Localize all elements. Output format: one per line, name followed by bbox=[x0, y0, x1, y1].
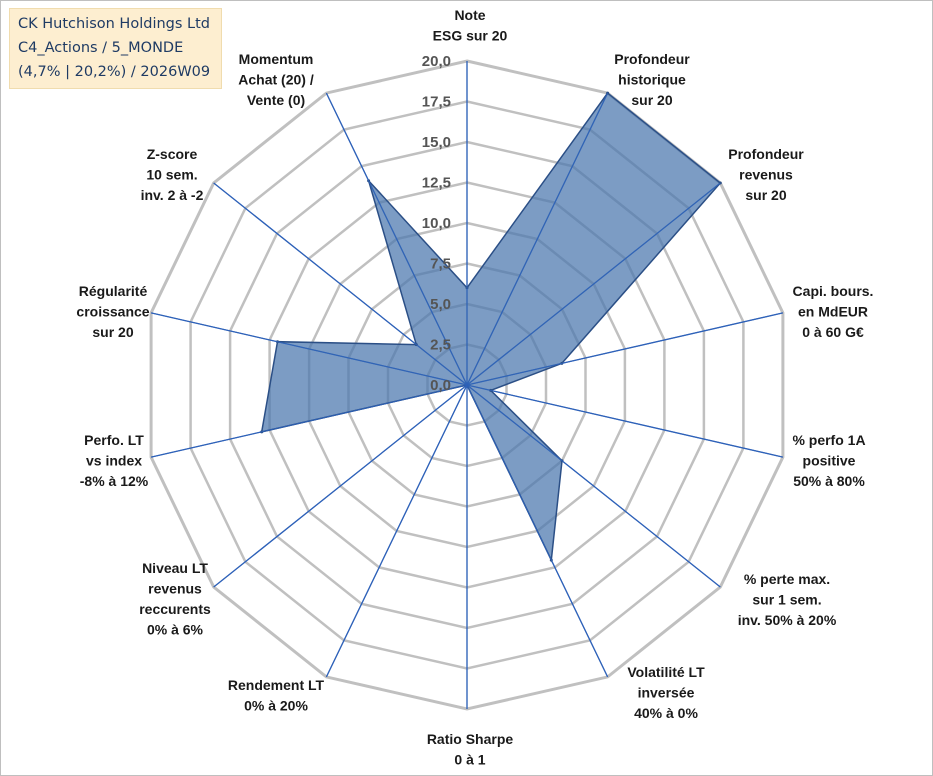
axis-spoke-overlay bbox=[466, 312, 784, 386]
axis-label-line: Achat (20) / bbox=[238, 72, 314, 88]
tick-label: 2,5 bbox=[430, 337, 451, 354]
axis-label-line: croissance bbox=[76, 304, 149, 320]
axis-label-line: vs index bbox=[86, 453, 142, 469]
axis-label-line: 10 sem. bbox=[146, 167, 197, 183]
axis-label-line: Perfo. LT bbox=[84, 432, 144, 448]
axis-label: Momentum Achat (20) / Vente (0) bbox=[238, 51, 314, 108]
axis-label-line: Vente (0) bbox=[247, 92, 305, 108]
axis-label: Perfo. LT vs index -8% à 12% bbox=[80, 432, 149, 489]
tick-label: 10,0 bbox=[422, 215, 451, 232]
axis-label-line: historique bbox=[618, 72, 686, 88]
axis-spoke-overlay bbox=[213, 384, 468, 588]
axis-label-line: Ratio Sharpe bbox=[427, 731, 514, 747]
axis-label-line: 0% à 20% bbox=[244, 698, 308, 714]
axis-label-line: 0% à 6% bbox=[147, 622, 204, 638]
axis-spoke-overlay bbox=[213, 182, 468, 386]
axis-label: % perte max. sur 1 sem. inv. 50% à 20% bbox=[738, 571, 837, 628]
axis-label: Régularité croissance sur 20 bbox=[76, 283, 149, 340]
axis-label: % perfo 1A positive 50% à 80% bbox=[792, 432, 865, 489]
axis-label-line: -8% à 12% bbox=[80, 473, 149, 489]
axis-label-line: Régularité bbox=[79, 283, 148, 299]
axis-label-line: 0 à 1 bbox=[454, 752, 485, 768]
axis-label: Note ESG sur 20 bbox=[433, 7, 508, 44]
tick-label: 0,0 bbox=[430, 377, 451, 394]
title-box: CK Hutchison Holdings Ltd C4_Actions / 5… bbox=[9, 8, 222, 89]
axis-label-line: Profondeur bbox=[728, 146, 804, 162]
axis-label: Volatilité LT inversée 40% à 0% bbox=[627, 664, 705, 721]
radar-axis-labels: Note ESG sur 20 Profondeur historique sur 20… bbox=[76, 7, 873, 768]
tick-label: 7,5 bbox=[430, 256, 451, 273]
axis-spoke-overlay bbox=[466, 384, 609, 678]
axis-label-line: Profondeur bbox=[614, 51, 690, 67]
axis-label-line: 0 à 60 G€ bbox=[802, 324, 864, 340]
axis-label-line: inv. 2 à -2 bbox=[141, 187, 204, 203]
axis-spoke-overlay bbox=[150, 312, 468, 386]
axis-label-line: en MdEUR bbox=[798, 304, 868, 320]
radar-tick-labels: 0,0 2,5 5,0 7,5 10,0 12,5 15,0 17,5 20,0 bbox=[422, 53, 451, 394]
axis-label-line: sur 1 sem. bbox=[752, 592, 821, 608]
axis-label: Ratio Sharpe 0 à 1 bbox=[427, 731, 514, 768]
axis-label: Niveau LT revenus reccurents 0% à 6% bbox=[139, 560, 211, 638]
axis-label: Z-score 10 sem. inv. 2 à -2 bbox=[141, 146, 204, 203]
axis-label-line: % perfo 1A bbox=[792, 432, 865, 448]
axis-label: Profondeur historique sur 20 bbox=[614, 51, 690, 108]
radar-series bbox=[150, 61, 784, 709]
axis-label-line: inv. 50% à 20% bbox=[738, 612, 837, 628]
axis-spoke-overlay bbox=[325, 384, 468, 678]
axis-label-line: sur 20 bbox=[745, 187, 786, 203]
axis-label: Capi. bours. en MdEUR 0 à 60 G€ bbox=[793, 283, 874, 340]
axis-label-line: 40% à 0% bbox=[634, 705, 698, 721]
company-name: CK Hutchison Holdings Ltd bbox=[18, 16, 210, 32]
axis-label-line: inversée bbox=[638, 685, 695, 701]
axis-spoke-overlay bbox=[466, 384, 784, 458]
tick-label: 20,0 bbox=[422, 53, 451, 70]
axis-label-line: Volatilité LT bbox=[627, 664, 705, 680]
axis-label: Profondeur revenus sur 20 bbox=[728, 146, 804, 203]
tick-label: 5,0 bbox=[430, 296, 451, 313]
series-area bbox=[260, 92, 722, 563]
axis-label-line: Z-score bbox=[147, 146, 198, 162]
axis-spoke-overlay bbox=[325, 92, 468, 386]
tick-label: 17,5 bbox=[422, 94, 451, 111]
category-label: C4_Actions / 5_MONDE bbox=[18, 40, 184, 56]
axis-label-line: sur 20 bbox=[92, 324, 133, 340]
axis-label-line: reccurents bbox=[139, 601, 211, 617]
axis-label-line: Rendement LT bbox=[228, 677, 325, 693]
axis-label-line: Capi. bours. bbox=[793, 283, 874, 299]
axis-label-line: % perte max. bbox=[744, 571, 830, 587]
axis-label-line: revenus bbox=[148, 581, 202, 597]
tick-label: 15,0 bbox=[422, 134, 451, 151]
axis-label: Rendement LT 0% à 20% bbox=[228, 677, 325, 714]
axis-label-line: Note bbox=[454, 7, 485, 23]
tick-label: 12,5 bbox=[422, 175, 451, 192]
stats-label: (4,7% | 20,2%) / 2026W09 bbox=[18, 64, 211, 80]
axis-label-line: sur 20 bbox=[631, 92, 672, 108]
axis-spoke-overlay bbox=[466, 92, 609, 386]
axis-label-line: Momentum bbox=[239, 51, 314, 67]
axis-label-line: 50% à 80% bbox=[793, 473, 865, 489]
axis-label-line: Niveau LT bbox=[142, 560, 208, 576]
axis-spoke-overlay bbox=[466, 384, 721, 588]
axis-label-line: revenus bbox=[739, 167, 793, 183]
axis-label-line: positive bbox=[803, 453, 856, 469]
axis-spoke-overlay bbox=[466, 182, 721, 386]
axis-spoke-overlay bbox=[150, 384, 468, 458]
axis-label-line: ESG sur 20 bbox=[433, 28, 508, 44]
